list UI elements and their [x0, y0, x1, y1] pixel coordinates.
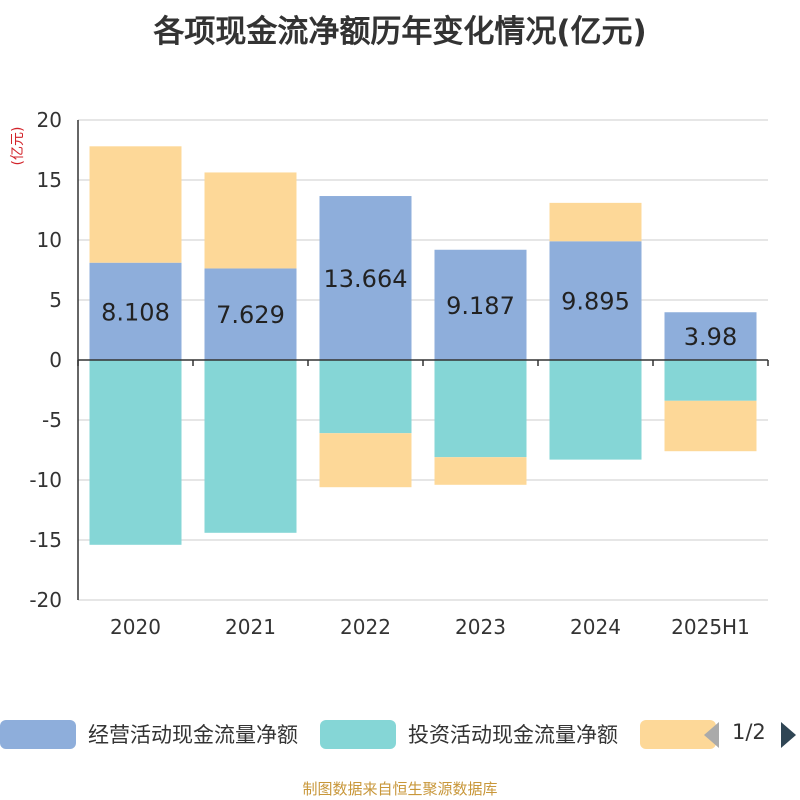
data-label: 7.629 [216, 301, 285, 329]
x-tick-label: 2020 [110, 615, 161, 639]
bar-series1-2024 [549, 241, 642, 360]
bar-series2-2021 [204, 360, 297, 533]
bar-series2-2022 [319, 360, 412, 434]
bar-series3-2024 [549, 202, 642, 242]
source-note: 制图数据来自恒生聚源数据库 [302, 780, 498, 798]
y-tick-label: 20 [37, 108, 62, 132]
y-tick-label: 0 [49, 348, 62, 372]
axes: 20 15 10 5 0 -5 -10 -15 -20 2020 2021 2022 2023 2024 2… [29, 108, 769, 639]
data-label: 8.108 [101, 298, 170, 326]
gridlines [78, 119, 768, 601]
legend-prev-icon[interactable] [704, 722, 719, 748]
bar-series1-2023 [434, 249, 527, 360]
legend-item-operating[interactable]: 经营活动现金流量净额 [0, 716, 298, 752]
bar-series2-2023 [434, 360, 527, 458]
legend-swatch-operating [0, 719, 76, 749]
bar-series2-2025H1 [664, 360, 757, 401]
y-tick-label: 15 [37, 168, 62, 192]
bar-series1-2022 [319, 196, 412, 360]
bar-series3-2025H1 [664, 400, 757, 452]
y-tick-label: -10 [29, 468, 62, 492]
data-labels: 8.108 7.629 13.664 9.187 9.895 3.98 [101, 265, 737, 351]
x-tick-label: 2022 [340, 615, 391, 639]
legend-page-indicator: 1/2 [732, 720, 766, 744]
bar-series1-2025H1 [664, 312, 757, 360]
legend-swatch-investing [320, 719, 396, 749]
legend-swatch-financing [640, 719, 716, 749]
x-tick-label: 2023 [455, 615, 506, 639]
legend-label-operating: 经营活动现金流量净额 [88, 723, 298, 747]
y-axis-label: (亿元) [10, 127, 26, 166]
legend-label-investing: 投资活动现金流量净额 [408, 723, 618, 747]
y-tick-label: -20 [29, 588, 62, 612]
y-tick-label: 10 [37, 228, 62, 252]
legend-item-financing[interactable] [640, 716, 716, 752]
chart-title: 各项现金流净额历年变化情况(亿元) [153, 14, 647, 50]
bar-series1-2020 [89, 262, 182, 360]
bar-series3-2021 [204, 172, 297, 269]
legend-next-icon[interactable] [781, 722, 796, 748]
x-tick-label: 2025H1 [671, 615, 750, 639]
bar-series3-2022 [319, 433, 412, 488]
data-label: 13.664 [324, 265, 408, 293]
bar-series3-2023 [434, 457, 527, 485]
data-label: 3.98 [684, 323, 737, 351]
bar-series3-2020 [89, 146, 182, 263]
x-tick-label: 2021 [225, 615, 276, 639]
legend-item-investing[interactable]: 投资活动现金流量净额 [320, 716, 618, 752]
data-label: 9.895 [561, 288, 630, 316]
bar-series2-2020 [89, 360, 182, 545]
bar-series2-2024 [549, 360, 642, 460]
legend-pager: 1/2 [700, 716, 800, 752]
y-tick-label: 5 [49, 288, 62, 312]
bar-series1-2021 [204, 268, 297, 360]
data-label: 9.187 [446, 292, 515, 320]
bars [89, 146, 757, 545]
x-tick-label: 2024 [570, 615, 621, 639]
y-tick-label: -5 [42, 408, 62, 432]
y-tick-label: -15 [29, 528, 62, 552]
plot-area: 20 15 10 5 0 -5 -10 -15 -20 2020 2021 2022 2023 2024 2… [10, 108, 769, 639]
